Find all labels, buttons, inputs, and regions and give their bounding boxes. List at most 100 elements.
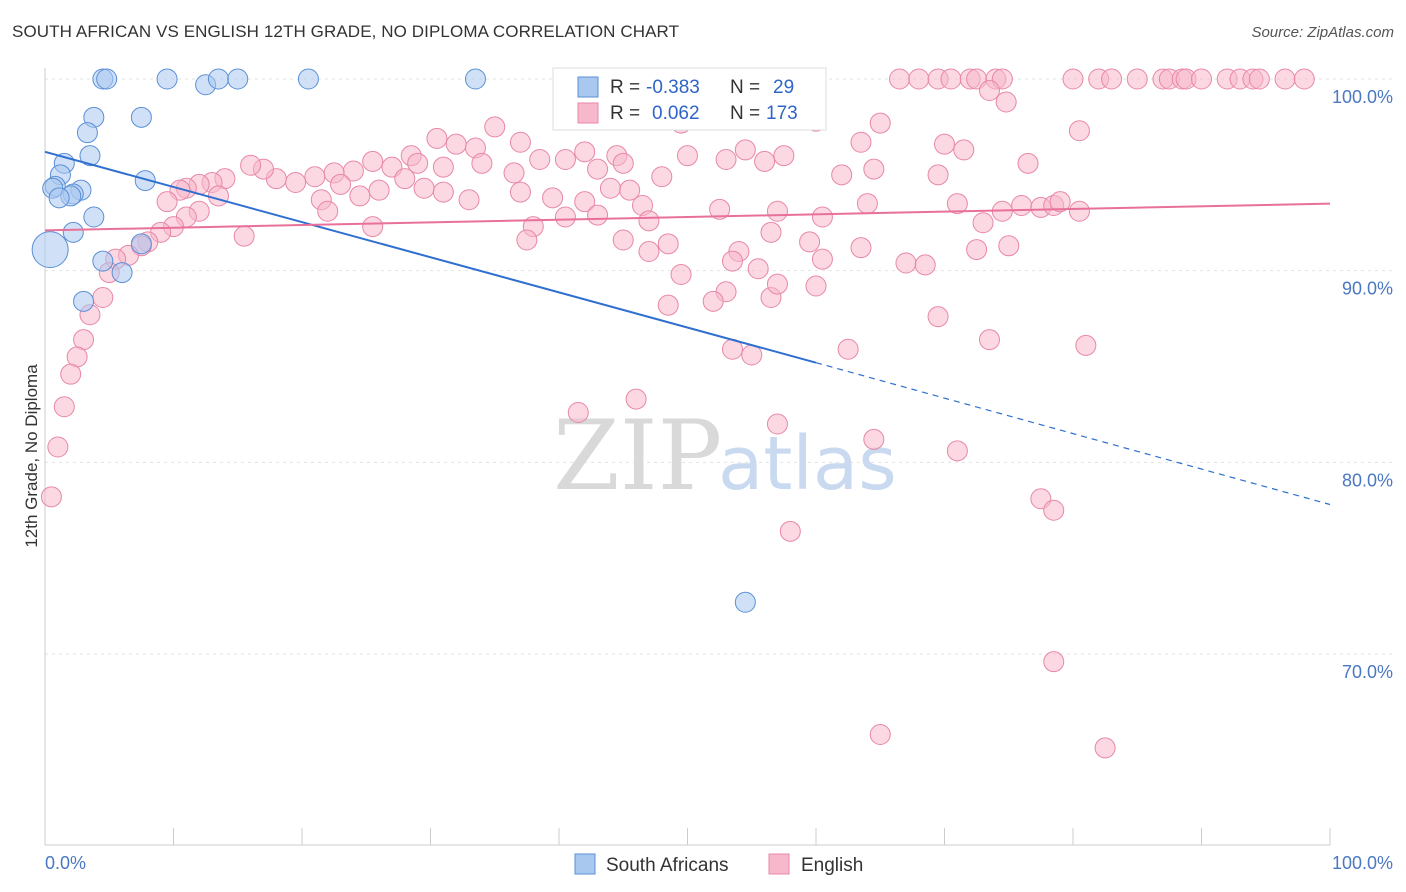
legend-r-value-2: 0.062 (652, 103, 700, 124)
y-tick-label-70: 70.0% (1342, 662, 1393, 682)
english-point (1043, 499, 1065, 521)
english-point (612, 229, 634, 251)
english-point (799, 231, 821, 253)
english-point (368, 179, 390, 201)
english-point (670, 264, 692, 285)
english-point (362, 150, 384, 172)
english-point (638, 210, 660, 232)
english-point (927, 164, 949, 186)
bottom-legend-swatch-english (768, 853, 790, 875)
english-point (1068, 120, 1090, 142)
english-point (599, 177, 621, 199)
english-point (702, 290, 724, 312)
english-point (811, 248, 833, 270)
english-point (677, 145, 698, 167)
english-point (1062, 68, 1084, 90)
south-africans-point (83, 206, 105, 228)
south-africans-point (130, 233, 152, 255)
watermark: ZIP atlas (553, 400, 897, 512)
trend-line-south-africans (44, 150, 817, 364)
english-point (362, 216, 384, 238)
south-africans-point (92, 250, 114, 272)
english-point (509, 181, 531, 203)
chart-title: SOUTH AFRICAN VS ENGLISH 12TH GRADE, NO … (12, 22, 680, 41)
english-point (1075, 334, 1097, 356)
english-point (754, 150, 776, 172)
south-africans-point (734, 591, 756, 613)
english-point (766, 200, 788, 222)
y-tick-label-100: 100.0% (1332, 87, 1393, 107)
english-point (1248, 68, 1270, 90)
english-point (863, 158, 885, 180)
legend: R = -0.383 N = 29 R = 0.062 N = 173 (552, 67, 827, 131)
x-tick-label-right: 100.0% (1332, 853, 1393, 873)
south-africans-point (48, 187, 70, 209)
english-point (869, 724, 891, 745)
english-point (317, 200, 339, 222)
english-point (1068, 200, 1090, 222)
english-point (850, 237, 872, 259)
english-point (529, 149, 551, 170)
english-point (914, 254, 936, 276)
english-point (850, 131, 872, 153)
english-point (946, 440, 968, 462)
english-point (889, 68, 911, 90)
english-point (92, 287, 114, 308)
y-tick-label-80: 80.0% (1342, 470, 1393, 490)
english-point (805, 275, 827, 297)
english-point (587, 158, 609, 180)
english-point (53, 396, 75, 418)
english-point (766, 413, 788, 435)
english-point (47, 436, 69, 458)
south-africans-point (73, 290, 95, 312)
english-point (554, 149, 576, 170)
english-point (978, 80, 1000, 101)
english-point (927, 306, 949, 328)
english-point (484, 116, 506, 138)
english-point (432, 156, 454, 178)
trend-line-english (44, 202, 1331, 232)
legend-r-label-2: R = (610, 103, 640, 124)
english-point (934, 133, 955, 155)
legend-n-value-1: 29 (773, 77, 794, 98)
bottom-legend-label-south-africans: South Africans (606, 855, 729, 876)
english-point (567, 402, 589, 423)
english-point (779, 520, 801, 542)
english-point (966, 239, 988, 261)
south-africans-point (297, 68, 319, 90)
chart-source: Source: ZipAtlas.com (1251, 24, 1394, 41)
english-point (766, 273, 788, 295)
english-point (715, 149, 737, 170)
english-point (1094, 737, 1116, 759)
south-africans-point (31, 231, 69, 269)
english-point (998, 235, 1020, 257)
english-point (657, 294, 679, 316)
english-point (233, 225, 255, 247)
english-point (978, 329, 1000, 351)
south-africans-point (134, 170, 156, 192)
english-point (1126, 68, 1148, 90)
english-point (554, 206, 576, 228)
english-point (445, 133, 467, 155)
english-point (863, 428, 885, 450)
bottom-legend-label-english: English (801, 855, 863, 876)
english-point (612, 152, 634, 174)
english-point (394, 168, 416, 190)
english-point (349, 185, 371, 207)
y-tick-label-90: 90.0% (1342, 279, 1393, 299)
legend-swatch-english (577, 102, 599, 124)
english-point (895, 252, 917, 274)
south-africans-point (207, 68, 229, 90)
english-point (869, 112, 891, 134)
bottom-legend-swatch-south-africans (574, 853, 596, 875)
english-point (721, 250, 743, 272)
y-axis-label: 12th Grade, No Diploma (22, 364, 41, 548)
legend-swatch-south-africans (577, 76, 599, 98)
english-point (747, 258, 769, 280)
english-point (587, 204, 609, 226)
legend-n-label-1: N = (730, 77, 760, 98)
english-point (1191, 68, 1212, 90)
english-point (1011, 195, 1033, 216)
english-point (638, 241, 660, 262)
english-point (651, 166, 673, 188)
